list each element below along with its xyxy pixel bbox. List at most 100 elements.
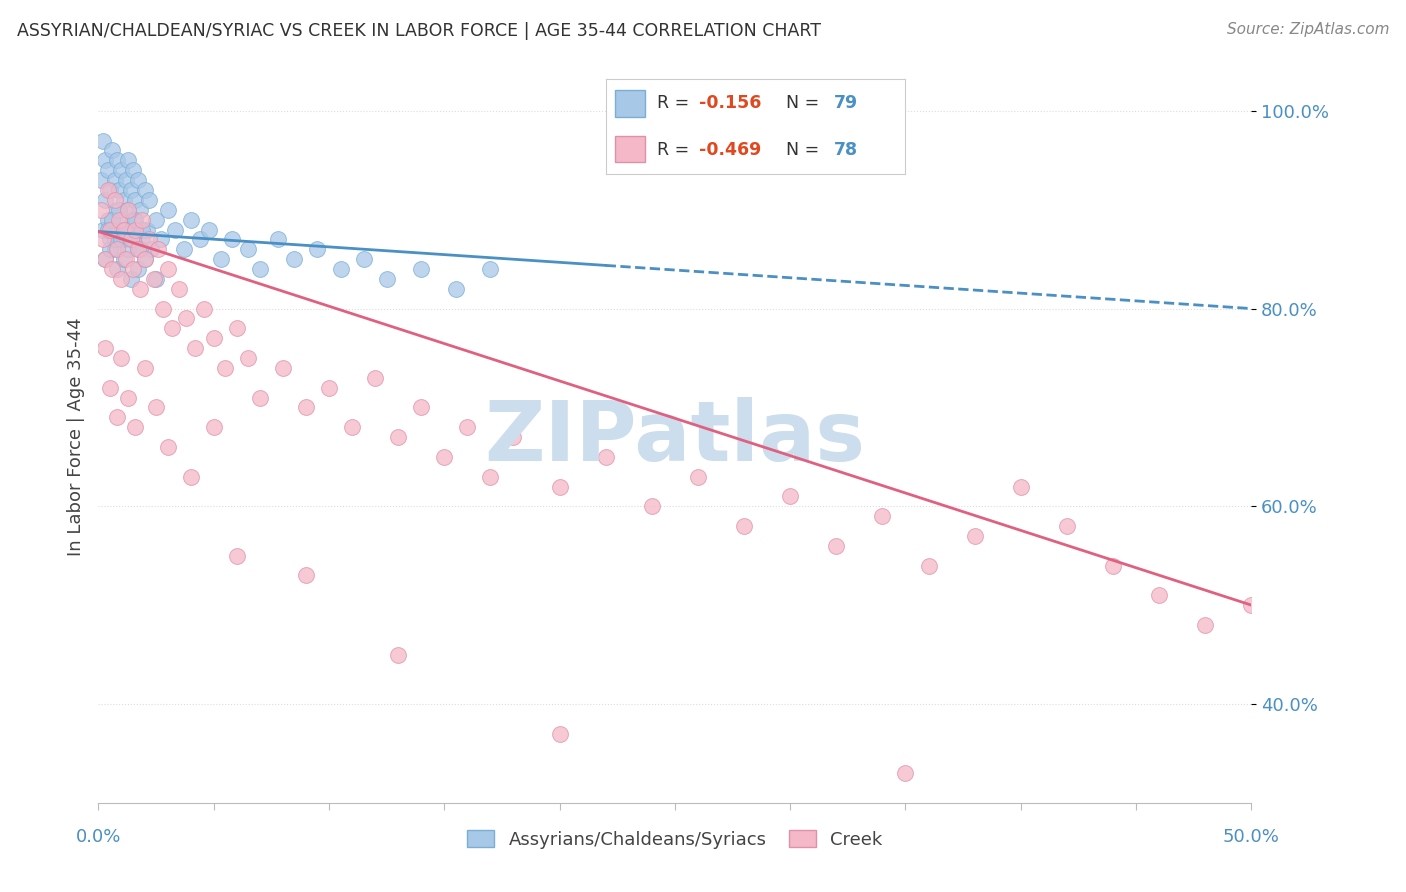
Point — [112, 252, 135, 267]
Point — [127, 173, 149, 187]
Point — [98, 381, 121, 395]
Point — [411, 401, 433, 415]
Point — [202, 420, 225, 434]
Point — [124, 420, 146, 434]
Point — [90, 173, 112, 187]
Point — [174, 311, 197, 326]
Point — [91, 222, 114, 236]
Point — [94, 193, 117, 207]
Point — [122, 232, 145, 246]
Point — [364, 371, 387, 385]
Point — [90, 202, 112, 217]
Point — [188, 232, 211, 246]
Point — [105, 242, 128, 256]
Point — [193, 301, 215, 316]
Point — [101, 212, 124, 227]
Point — [329, 262, 352, 277]
Point — [686, 469, 709, 483]
Point — [101, 144, 124, 158]
Point — [105, 202, 128, 217]
Point — [1240, 598, 1263, 612]
Point — [138, 232, 160, 246]
Point — [249, 391, 271, 405]
Point — [209, 252, 232, 267]
Point — [825, 539, 848, 553]
Point — [353, 252, 375, 267]
Point — [138, 193, 160, 207]
Point — [120, 232, 142, 246]
Point — [238, 242, 260, 256]
Point — [115, 173, 138, 187]
Point — [156, 202, 179, 217]
Point — [141, 242, 163, 256]
Point — [120, 232, 142, 246]
Point — [97, 163, 120, 178]
Point — [148, 242, 170, 256]
Point — [917, 558, 939, 573]
Point — [387, 648, 409, 662]
Point — [120, 272, 142, 286]
Point — [180, 469, 202, 483]
Point — [115, 252, 138, 267]
Point — [112, 232, 135, 246]
Point — [135, 222, 157, 236]
Point — [340, 420, 363, 434]
Point — [129, 242, 152, 256]
Point — [94, 341, 117, 355]
Point — [502, 430, 524, 444]
Point — [225, 549, 247, 563]
Point — [271, 360, 294, 375]
Point — [283, 252, 305, 267]
Point — [267, 232, 290, 246]
Point — [110, 351, 132, 365]
Point — [112, 193, 135, 207]
Point — [129, 282, 152, 296]
Point — [1056, 519, 1078, 533]
Point — [149, 232, 172, 246]
Point — [202, 331, 225, 345]
Point — [101, 222, 124, 236]
Point — [122, 163, 145, 178]
Point — [1102, 558, 1125, 573]
Point — [142, 272, 165, 286]
Point — [180, 212, 202, 227]
Point — [131, 212, 153, 227]
Point — [387, 430, 409, 444]
Point — [295, 568, 318, 582]
Point — [145, 401, 167, 415]
Point — [124, 222, 146, 236]
Point — [173, 242, 195, 256]
Text: ZIPatlas: ZIPatlas — [485, 397, 865, 477]
Point — [108, 212, 131, 227]
Point — [963, 529, 986, 543]
Point — [872, 509, 894, 524]
Point — [479, 469, 502, 483]
Text: 0.0%: 0.0% — [76, 828, 121, 846]
Point — [131, 222, 153, 236]
Y-axis label: In Labor Force | Age 35-44: In Labor Force | Age 35-44 — [66, 318, 84, 557]
Point — [105, 262, 128, 277]
Point — [122, 212, 145, 227]
Point — [548, 479, 571, 493]
Point — [1010, 479, 1032, 493]
Point — [127, 262, 149, 277]
Point — [225, 321, 247, 335]
Point — [641, 500, 664, 514]
Point — [238, 351, 260, 365]
Point — [779, 489, 801, 503]
Point — [105, 153, 128, 168]
Point — [112, 222, 135, 236]
Point — [145, 212, 167, 227]
Point — [733, 519, 755, 533]
Point — [163, 222, 186, 236]
Point — [98, 222, 121, 236]
Point — [122, 262, 145, 277]
Point — [1147, 588, 1170, 602]
Point — [115, 222, 138, 236]
Point — [145, 272, 167, 286]
Point — [101, 262, 124, 277]
Point — [411, 262, 433, 277]
Point — [117, 242, 139, 256]
Point — [307, 242, 329, 256]
Point — [134, 252, 156, 267]
